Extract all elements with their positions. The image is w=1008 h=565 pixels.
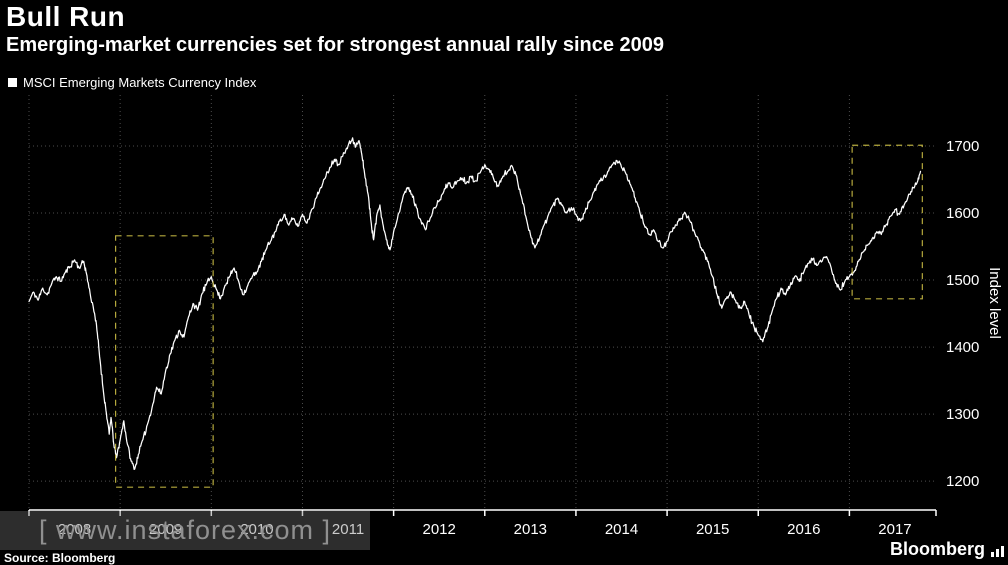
- x-tick-label: 2012: [423, 521, 456, 538]
- x-tick-label: 2015: [696, 521, 729, 538]
- legend-label: MSCI Emerging Markets Currency Index: [23, 75, 257, 90]
- x-tick-label: 2017: [878, 521, 911, 538]
- y-tick-label: 1400: [946, 339, 979, 356]
- x-tick-label: 2008: [58, 521, 91, 538]
- x-tick-label: 2016: [787, 521, 820, 538]
- y-tick-label: 1500: [946, 272, 979, 289]
- y-tick-label: 1300: [946, 406, 979, 423]
- y-axis-title: Index level: [986, 267, 1003, 339]
- legend: MSCI Emerging Markets Currency Index: [8, 75, 256, 90]
- rally-2017-box: [851, 144, 923, 300]
- x-tick-label: 2009: [149, 521, 182, 538]
- rally-2009-box: [114, 235, 214, 488]
- x-tick-label: 2014: [605, 521, 638, 538]
- x-tick-label: 2013: [514, 521, 547, 538]
- x-tick-label: 2011: [332, 521, 364, 538]
- x-tick-label: 2010: [240, 521, 273, 538]
- y-tick-label: 1200: [946, 473, 979, 490]
- bloomberg-logo-text: Bloomberg: [889, 539, 985, 559]
- bloomberg-logo: Bloomberg: [890, 539, 1004, 560]
- index-price-line: [28, 137, 922, 471]
- page-title: Bull Run: [6, 1, 126, 32]
- y-tick-label: 1700: [946, 138, 979, 155]
- watermark: [ www.instaforex.com ]: [0, 511, 370, 550]
- chart-subtitle: Emerging-market currencies set for stron…: [6, 34, 665, 56]
- y-tick-label: 1600: [946, 205, 979, 222]
- bloomberg-bars-icon: [991, 546, 1004, 560]
- legend-square-icon: [8, 78, 17, 87]
- source-credit: Source: Bloomberg: [4, 551, 116, 565]
